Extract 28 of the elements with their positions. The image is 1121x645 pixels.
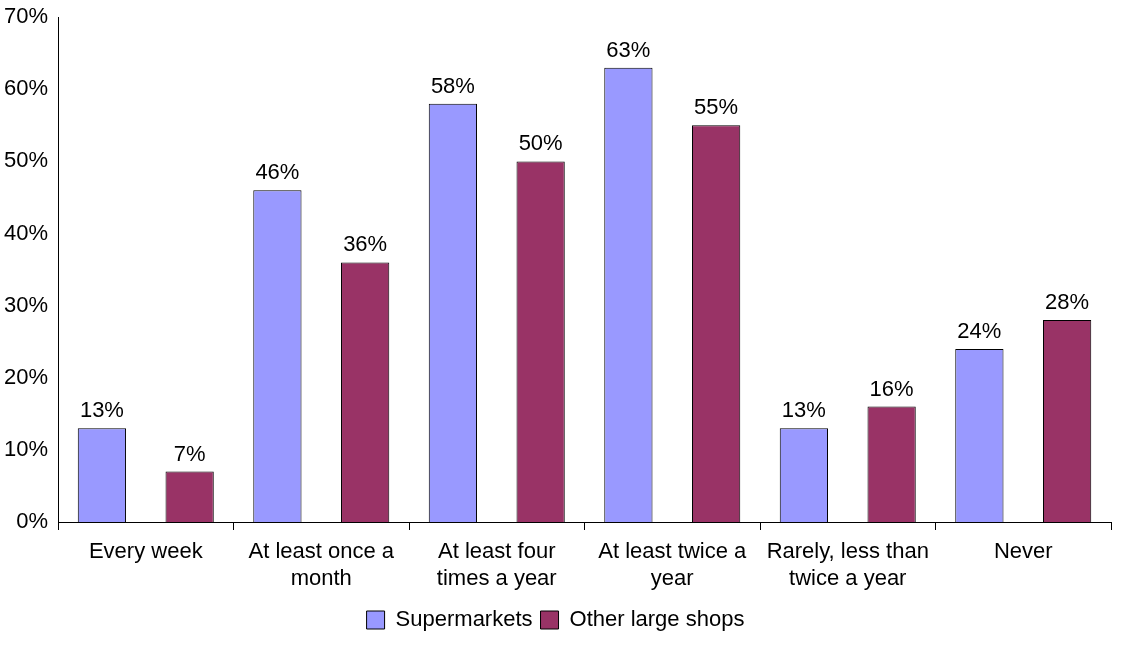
x-tick-label: At least once a month xyxy=(248,537,395,591)
x-tick-label: At least twice a year xyxy=(598,537,747,591)
data-label: 63% xyxy=(606,36,651,62)
data-label: 58% xyxy=(430,72,475,98)
data-label: 16% xyxy=(869,375,914,401)
data-label: 13% xyxy=(79,397,124,423)
y-tick-label: 20% xyxy=(3,363,49,389)
data-label: 28% xyxy=(1045,289,1090,315)
x-tick-label: Never xyxy=(993,537,1053,563)
data-label: 13% xyxy=(781,397,826,423)
x-tick-label: Every week xyxy=(88,537,204,563)
y-tick-label: 60% xyxy=(3,75,49,101)
data-label: 36% xyxy=(343,231,388,257)
x-tick-label: Rarely, less than twice a year xyxy=(766,537,929,591)
data-label: 24% xyxy=(957,317,1002,343)
y-tick-label: 10% xyxy=(3,435,49,461)
y-tick-label: 0% xyxy=(16,508,49,534)
legend-label: Other large shops xyxy=(569,606,745,632)
y-tick-label: 40% xyxy=(3,219,49,245)
legend-label: Supermarkets xyxy=(395,606,533,632)
y-tick-label: 70% xyxy=(3,3,49,29)
data-label: 7% xyxy=(173,440,206,466)
data-label: 55% xyxy=(694,94,739,120)
data-label: 46% xyxy=(255,159,300,185)
y-tick-label: 30% xyxy=(3,291,49,317)
y-tick-label: 50% xyxy=(3,147,49,173)
data-label: 50% xyxy=(518,130,563,156)
x-tick-label: At least four times a year xyxy=(436,537,557,591)
